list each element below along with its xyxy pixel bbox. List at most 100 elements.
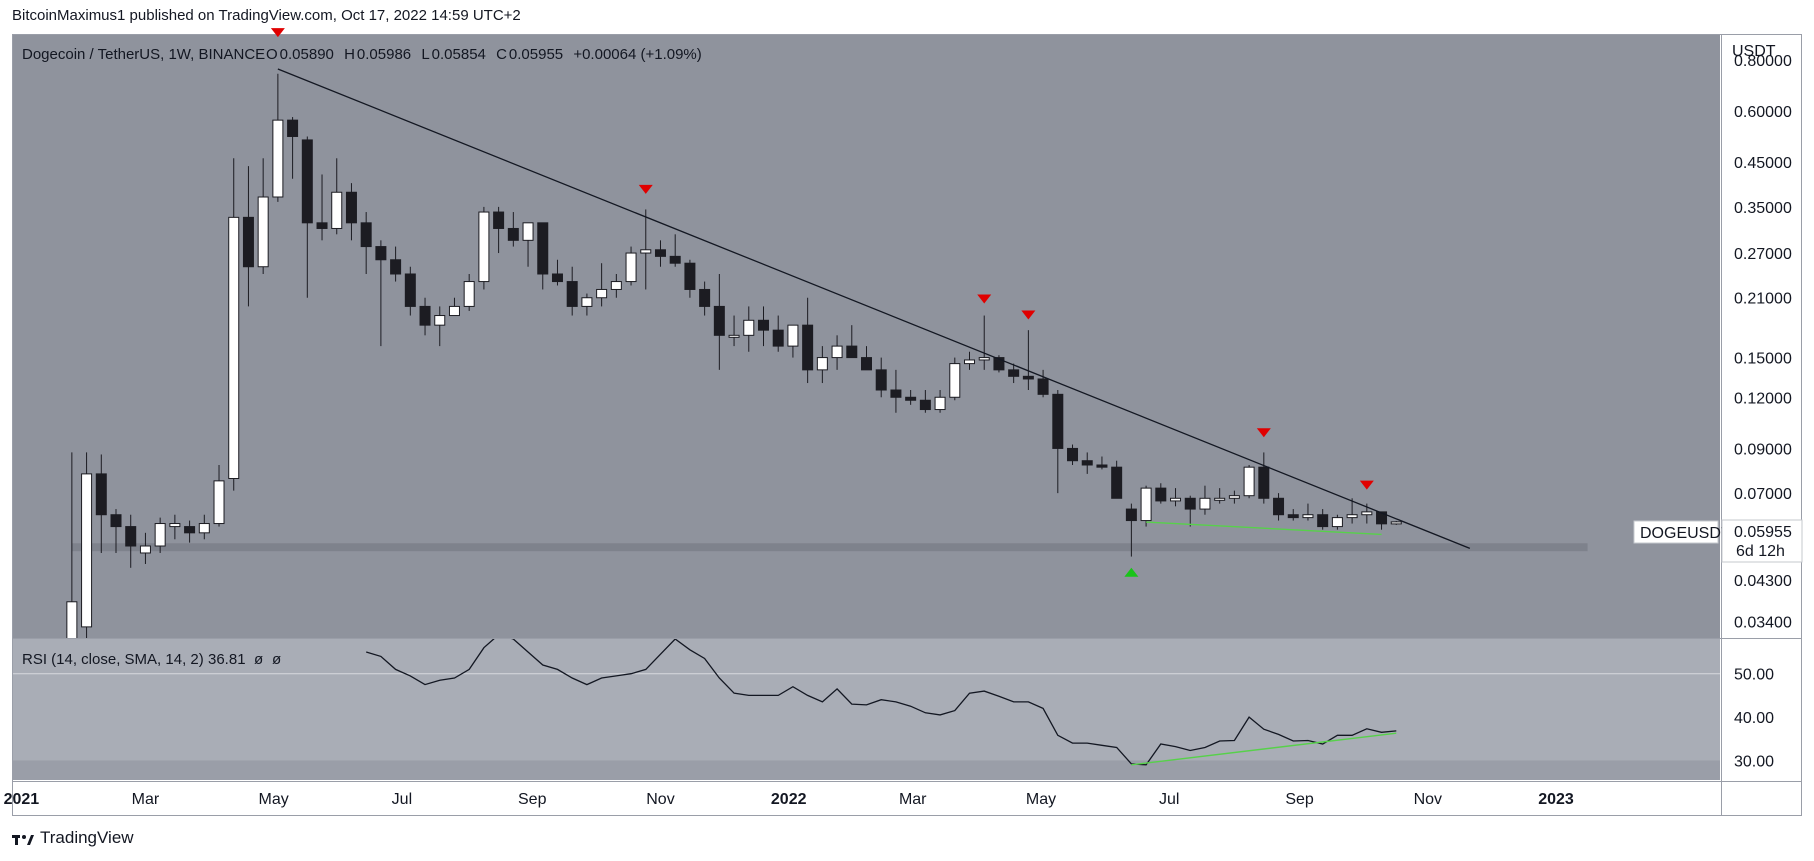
- countdown-label: 6d 12h: [1736, 543, 1785, 560]
- candle-bull: [1140, 487, 1152, 522]
- candle-bear: [905, 396, 917, 401]
- candle-bull: [66, 601, 78, 638]
- candle-bear: [1037, 378, 1049, 395]
- rsi-pane: [13, 639, 1720, 780]
- candle-bear: [1111, 466, 1123, 499]
- chart-frame: [12, 34, 1802, 816]
- candle-bear: [375, 246, 387, 261]
- candle-bear: [1081, 460, 1093, 466]
- last-price-label: 0.05955: [1734, 524, 1792, 541]
- candle-bear: [875, 369, 887, 391]
- price-tick-label: 0.27000: [1734, 246, 1792, 263]
- axes: 0.80000 0.60000 0.45000 0.35000 0.27000 0.210…: [4, 35, 1801, 815]
- price-tick-label: 0.45000: [1734, 155, 1792, 172]
- candle-bear: [493, 211, 505, 229]
- red-down-marker: [977, 294, 992, 304]
- footer-brand[interactable]: TradingView: [12, 828, 134, 848]
- time-tick-label: Sep: [1285, 791, 1314, 808]
- candle-bear: [1096, 464, 1108, 468]
- candle-bear: [654, 249, 666, 257]
- close-label: C: [496, 46, 507, 63]
- close-value: 0.05955: [509, 46, 563, 63]
- candle-bear: [419, 305, 431, 326]
- low-label: L: [421, 46, 429, 63]
- candle-bull: [1199, 497, 1211, 510]
- candle-bear: [1008, 369, 1020, 377]
- legend: Dogecoin / TetherUS, 1W, BINANCE O 0.0589…: [22, 43, 1776, 668]
- candle-bear: [537, 222, 549, 275]
- red-down-marker: [638, 184, 653, 194]
- candle-bull: [743, 319, 755, 336]
- candle-bull: [978, 357, 990, 361]
- candle-bear: [551, 273, 563, 283]
- candle-bull: [1170, 497, 1182, 502]
- candle-bull: [522, 222, 534, 241]
- rsi-divergence-line: [1131, 732, 1397, 766]
- ohlc-readout: O 0.05890 H 0.05986 L 0.05854 C 0.05955 +0.0…: [266, 46, 702, 63]
- candle-bear: [95, 473, 107, 516]
- low-value: 0.05854: [432, 46, 486, 63]
- price-divergence-line: [1146, 521, 1382, 536]
- candle-bull: [228, 216, 240, 480]
- candle-bull: [596, 288, 608, 299]
- time-tick-label: Nov: [646, 791, 674, 808]
- time-tick-label: Sep: [518, 791, 547, 808]
- price-tick-label: 0.35000: [1734, 200, 1792, 217]
- price-pane: [13, 28, 1720, 638]
- open-label: O: [266, 46, 278, 63]
- time-tick-label: 2023: [1538, 791, 1574, 808]
- candle-bull: [213, 480, 225, 525]
- candle-bear: [669, 255, 681, 264]
- last-price-box: [1721, 519, 1803, 563]
- price-tick-label: 0.09000: [1734, 441, 1792, 458]
- candle-bull: [1214, 497, 1226, 501]
- candle-bear: [110, 514, 122, 528]
- price-tick-label: 0.80000: [1734, 53, 1792, 70]
- candle-bull: [257, 196, 269, 268]
- candle-bull: [949, 363, 961, 398]
- rsi-tick-label: 30.00: [1734, 753, 1774, 770]
- price-tags: DOGEUSDT 0.05955 6d 12h: [1633, 519, 1803, 563]
- candle-bear: [772, 329, 784, 347]
- candle-bear: [125, 526, 137, 547]
- rsi-extra-1: ø: [254, 651, 263, 668]
- rsi-line: [366, 639, 1397, 766]
- rsi-lines: [366, 639, 1397, 766]
- publish-header: BitcoinMaximus1 published on TradingView…: [12, 7, 521, 24]
- candle-bear: [802, 324, 814, 371]
- candle-bull: [787, 324, 799, 347]
- candle-bull: [728, 334, 740, 338]
- candle-bear: [699, 288, 711, 307]
- candle-bull: [964, 359, 976, 365]
- high-value: 0.05986: [357, 46, 411, 63]
- time-tick-label: Nov: [1414, 791, 1442, 808]
- candle-bear: [184, 526, 196, 534]
- rsi-band: [13, 639, 1720, 761]
- candle-bear: [1067, 447, 1079, 462]
- candle-bear: [390, 259, 402, 275]
- candle-bear: [507, 227, 519, 241]
- candle-bear: [316, 222, 328, 229]
- candle-bear: [345, 191, 357, 224]
- time-tick-label: Mar: [899, 791, 927, 808]
- candle-bull: [448, 305, 460, 317]
- rsi-extra-2: ø: [272, 651, 281, 668]
- candle-bull: [463, 281, 475, 307]
- candle-bear: [566, 281, 578, 307]
- rsi-tick-label: 40.00: [1734, 710, 1774, 727]
- candle-bear: [1155, 487, 1167, 502]
- candle-bull: [1331, 517, 1343, 528]
- support-zone: [71, 543, 1588, 552]
- time-tick-label: 2022: [771, 791, 807, 808]
- candle-bear: [242, 216, 254, 268]
- green-up-marker: [1124, 567, 1139, 577]
- candle-bear: [1287, 514, 1299, 519]
- symbol-tag-box: [1633, 520, 1719, 544]
- candle-bear: [1125, 508, 1137, 522]
- candle-bull: [816, 357, 828, 371]
- candle-bear: [1376, 511, 1388, 525]
- red-down-marker: [1256, 428, 1271, 438]
- candle-bull: [139, 545, 151, 554]
- rsi-tick-label: 50.00: [1734, 667, 1774, 684]
